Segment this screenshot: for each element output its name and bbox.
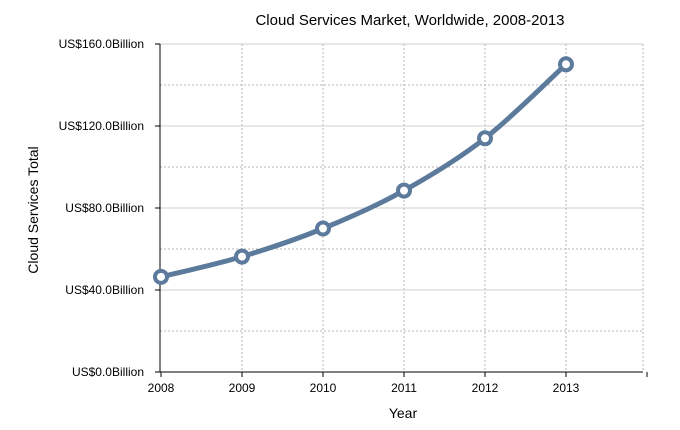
series — [153, 56, 574, 285]
series-line — [158, 61, 569, 280]
x-tick-label: 2010 — [310, 381, 337, 395]
x-tick-label: 2009 — [229, 381, 256, 395]
y-tick-label: US$160.0Billion — [59, 37, 144, 51]
data-point — [477, 130, 493, 147]
x-axis-label: Year — [389, 405, 418, 421]
data-point — [396, 182, 412, 199]
axes — [155, 43, 648, 377]
y-tick-label: US$40.0Billion — [65, 283, 144, 297]
x-tick-label: 2011 — [391, 381, 417, 395]
x-tick-label: 2013 — [553, 381, 580, 395]
x-tick-label: 2012 — [472, 381, 499, 395]
y-axis-label: Cloud Services Total — [25, 146, 41, 273]
data-point — [234, 248, 250, 265]
data-point — [558, 56, 574, 73]
y-tick-labels: US$0.0Billion US$40.0Billion US$80.0Billio… — [59, 37, 144, 379]
data-point — [153, 268, 169, 285]
y-tick-label: US$0.0Billion — [72, 365, 144, 379]
y-tick-label: US$120.0Billion — [59, 119, 144, 133]
chart-title: Cloud Services Market, Worldwide, 2008-2… — [255, 12, 564, 29]
y-tick-label: US$80.0Billion — [65, 201, 144, 215]
grid — [160, 43, 644, 372]
data-point — [315, 220, 331, 237]
x-tick-label: 2008 — [148, 381, 175, 395]
x-tick-labels: 2008 2009 2010 2011 2012 2013 — [148, 381, 580, 395]
